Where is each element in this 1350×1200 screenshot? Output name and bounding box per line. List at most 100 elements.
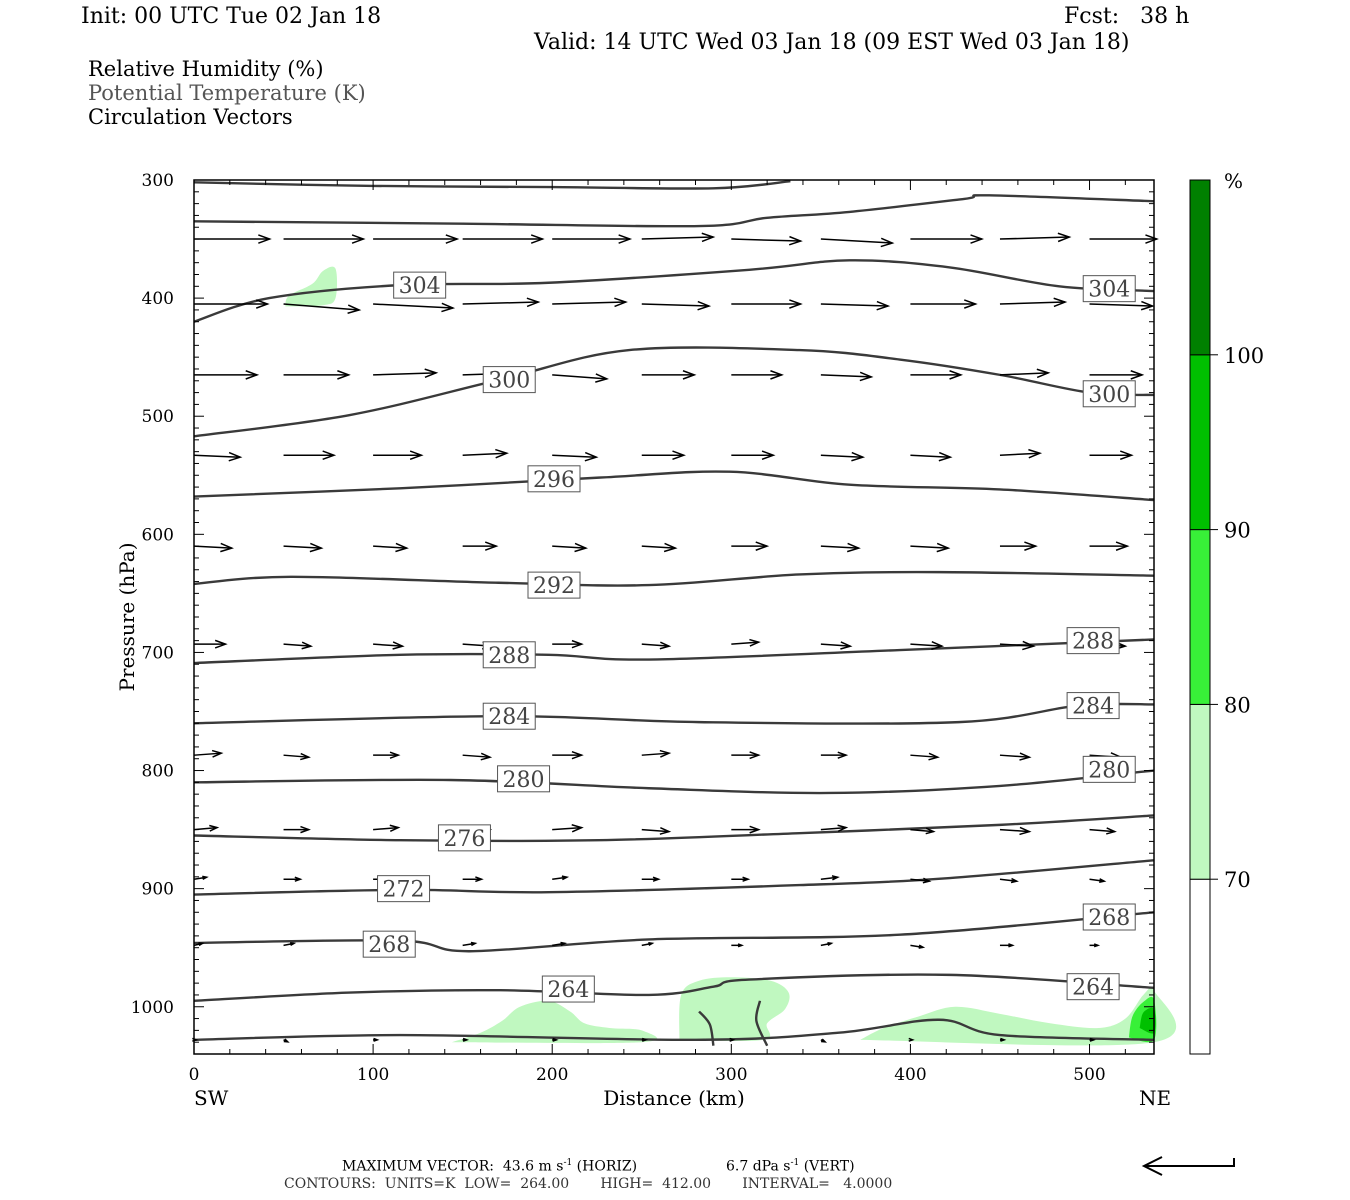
circulation-vector [910,370,964,380]
circulation-vector [731,825,761,834]
contour-label-284: 284 [1072,695,1114,720]
vector-head [1099,878,1107,884]
theta-contour-276 [193,814,1155,843]
circulation-vector [641,826,672,835]
vector-head [880,237,895,248]
circulation-vector [373,368,439,379]
vector-head [908,1037,915,1042]
vector-head [424,368,439,379]
circulation-vector [1089,827,1117,835]
vector-shaft [641,752,670,756]
vector-head [484,541,499,551]
circulation-vector [820,941,834,947]
vector-shaft [999,828,1030,833]
vector-head [574,542,588,553]
contour-label-box [1066,973,1120,1001]
contour-label-304: 304 [1088,278,1130,303]
circulation-vector [731,450,776,461]
y-tick-label: 600 [142,525,174,545]
vector-head [614,297,628,308]
colorbar-segment [1189,179,1211,356]
circulation-vector [1089,234,1159,244]
vector-head [211,749,224,758]
circulation-vector [552,875,570,881]
vector-head [641,1037,649,1042]
max-vector-label: MAXIMUM VECTOR: [342,1158,494,1175]
init-time: Init: 00 UTC Tue 02 Jan 18 [81,4,382,29]
theta-contour-260 [193,1018,1155,1042]
vector-shaft [462,452,507,456]
vector-shaft [731,238,801,242]
vector-head [495,448,509,459]
exp: -1 [790,1158,800,1168]
circulation-vector [1089,541,1130,551]
vector-head [755,541,770,551]
vector-shaft [641,643,670,647]
vector-head [255,299,270,309]
circulation-vector [194,299,270,309]
vector-head [938,451,953,462]
vector-head [697,300,712,311]
vector-head [373,1037,380,1042]
contours-info: CONTOURS: UNITS=K LOW= 264.00 HIGH= 412.… [284,1176,893,1192]
vector-shaft [820,454,863,458]
x-tick-label: 100 [357,1065,389,1085]
rh-region-70-80 [860,986,1177,1046]
vector-head [737,943,745,948]
circulation-vector [820,751,849,759]
plot-frame [193,179,1155,1055]
vector-head [475,876,484,883]
vector-head [530,234,545,244]
vector-head [294,876,303,882]
vector-shaft [552,876,568,880]
theta-contour-308 [193,194,1155,228]
vector-shaft [999,754,1030,758]
contour-label-box [1082,755,1136,783]
vector-shaft [373,372,437,376]
vector-head [618,234,633,244]
y-tick-label: 1000 [131,998,174,1018]
circulation-vector [283,1038,290,1043]
circulation-vector [373,1037,380,1042]
vector-head [1106,827,1117,835]
circulation-vector [283,825,311,834]
circulation-vector [910,944,926,949]
vector-head [571,639,584,649]
circulation-vector [999,640,1036,651]
theta-contour-280 [193,769,1155,795]
vector-head [851,451,866,462]
vector-shaft [641,828,670,833]
vector-shaft [552,374,607,380]
theta-contour-264 [754,1000,769,1047]
vector-head [1028,448,1043,459]
contour-label-box [497,765,551,793]
circulation-vector [552,297,628,308]
vector-shaft [1089,828,1115,833]
contour-label-box [1082,380,1136,408]
circulation-vector [820,237,895,248]
circulation-vector [820,542,861,553]
contour-label-284: 284 [488,705,530,730]
circulation-vector [641,232,716,243]
vector-head [337,370,351,380]
circulation-vector [641,1037,649,1042]
vector-shaft [820,826,847,831]
x-tick-label: 0 [189,1065,200,1085]
theta-contour-264 [193,973,1155,1003]
circulation-vector [641,370,697,380]
vector-head [300,752,311,761]
x-tick-label: 400 [894,1065,926,1085]
circulation-vector [552,451,599,462]
vector-head [395,542,409,553]
rh-region-70-80 [451,1000,658,1044]
vector-head [322,450,337,461]
contour-label-288: 288 [1072,630,1114,655]
vector-head [526,297,541,308]
vector-head [1115,541,1130,551]
vector-head [1089,1037,1096,1042]
contour-label-300: 300 [1088,383,1130,408]
circulation-vector [283,876,303,882]
circulation-vector [910,877,932,884]
vector-shaft [373,826,399,831]
vector-shaft [910,643,942,647]
